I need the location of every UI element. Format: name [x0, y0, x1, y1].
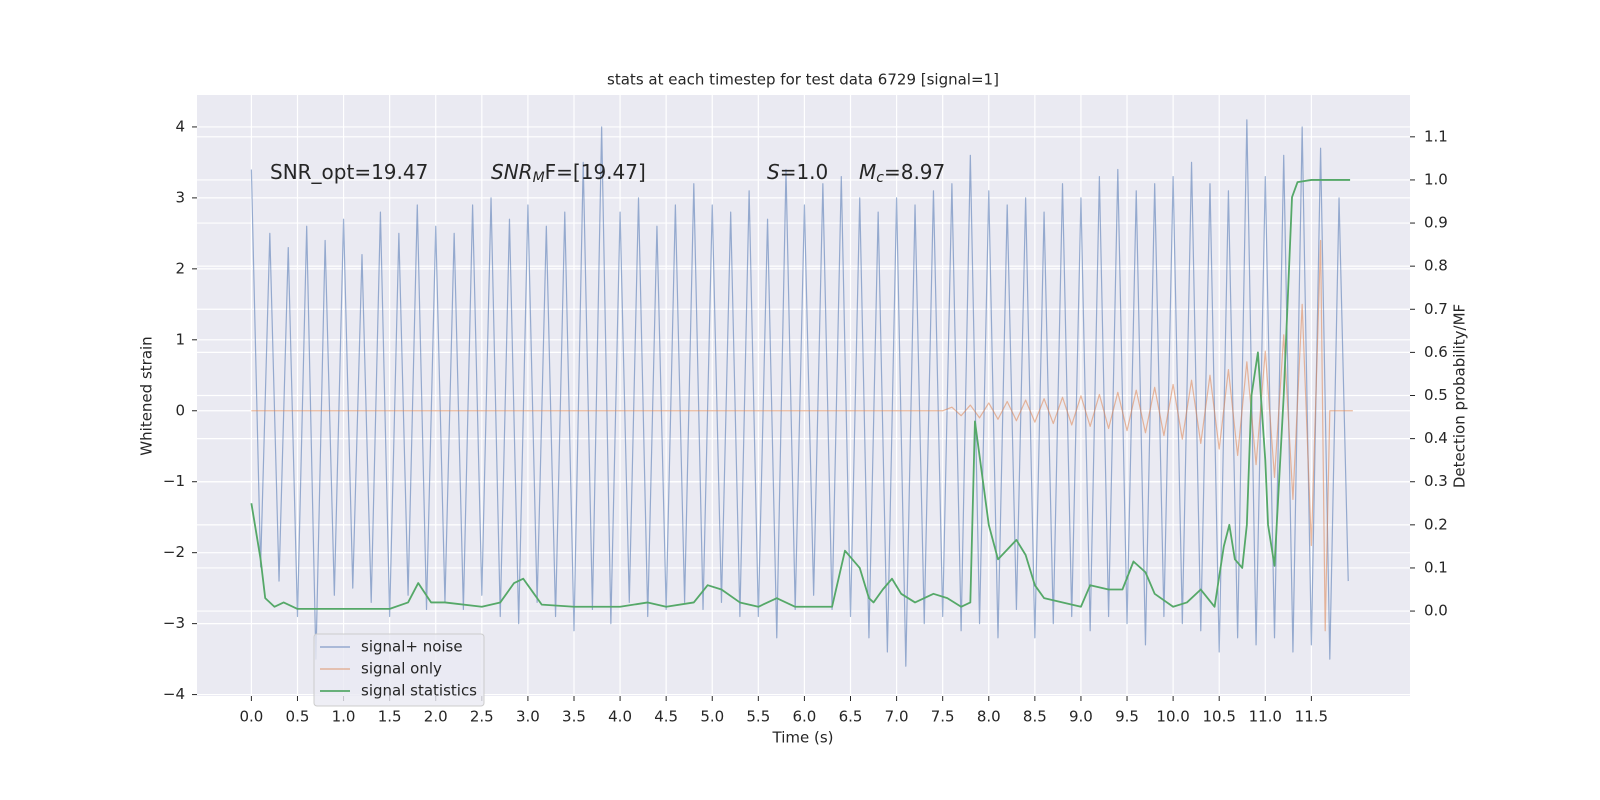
legend-label: signal only	[361, 660, 442, 678]
y2-tick-label: 0.5	[1424, 386, 1448, 404]
series-line	[250, 179, 1351, 610]
annotation-tail: F=[19.47]	[545, 160, 646, 184]
x-tick-label: 0.5	[286, 708, 310, 726]
y-tick-label: 1	[175, 330, 185, 348]
x-tick-label: 1.5	[378, 708, 402, 726]
x-tick-label: 8.5	[1023, 708, 1047, 726]
annotation: SNRMF=[19.47]	[491, 160, 646, 187]
y-tick-label: −1	[163, 472, 185, 490]
y-tick-label: 0	[175, 401, 185, 419]
legend: signal+ noise signal only signal statistic…	[313, 633, 485, 707]
y-tick-label: 4	[175, 117, 185, 135]
x-tick-label: 3.0	[516, 708, 540, 726]
x-tick-label: 8.0	[977, 708, 1001, 726]
x-tick-label: 7.0	[885, 708, 909, 726]
y2-tick-label: 0.2	[1424, 515, 1448, 533]
annotation-text: S	[767, 160, 780, 184]
y-axis-label: Whitened strain	[138, 336, 156, 455]
x-tick-label: 1.0	[332, 708, 356, 726]
x-tick-label: 5.0	[700, 708, 724, 726]
y2-tick-label: 1.0	[1424, 170, 1448, 188]
x-tick-label: 11.0	[1249, 708, 1282, 726]
y2-tick-label: 0.1	[1424, 558, 1448, 576]
y2-tick-label: 0.9	[1424, 214, 1448, 232]
y-tick-label: −4	[163, 685, 185, 703]
x-tick-label: 5.5	[746, 708, 770, 726]
x-tick-label: 10.0	[1156, 708, 1189, 726]
annotation-tail: =8.97	[884, 160, 945, 184]
y2-tick-label: 0.6	[1424, 343, 1448, 361]
x-tick-label: 6.5	[839, 708, 863, 726]
series-line	[251, 239, 1353, 632]
x-tick-label: 4.5	[654, 708, 678, 726]
annotation-sub: M	[533, 170, 545, 186]
annotation-tail: =1.0	[780, 160, 829, 184]
legend-label: signal statistics	[361, 682, 477, 700]
y-tick-label: −2	[163, 543, 185, 561]
annotation-text: SNR_opt=19.47	[270, 160, 428, 184]
x-axis-label: Time (s)	[772, 729, 834, 747]
y2-tick-label: 0.0	[1424, 602, 1448, 620]
annotation-sub: c	[876, 170, 884, 186]
x-tick-label: 2.5	[470, 708, 494, 726]
x-tick-label: 11.5	[1295, 708, 1328, 726]
y2-tick-label: 0.3	[1424, 472, 1448, 490]
x-tick-label: 7.5	[931, 708, 955, 726]
x-tick-label: 4.0	[608, 708, 632, 726]
y2-tick-label: 0.4	[1424, 429, 1448, 447]
x-tick-label: 10.5	[1202, 708, 1235, 726]
chart-title: stats at each timestep for test data 672…	[607, 71, 999, 89]
y2-tick-label: 0.7	[1424, 300, 1448, 318]
y-tick-label: 2	[175, 259, 185, 277]
x-tick-label: 3.5	[562, 708, 586, 726]
x-tick-label: 9.5	[1115, 708, 1139, 726]
y2-tick-label: 0.8	[1424, 257, 1448, 275]
y-tick-label: 3	[175, 188, 185, 206]
annotation: SNR_opt=19.47	[270, 160, 428, 184]
series-line	[250, 119, 1349, 667]
x-tick-label: 2.0	[424, 708, 448, 726]
annotation: Mc=8.97	[859, 160, 945, 187]
annotation-text: M	[859, 160, 876, 184]
annotation: S=1.0	[767, 160, 828, 184]
y-tick-label: −3	[163, 614, 185, 632]
y2-axis-label: Detection probability/MF	[1451, 304, 1469, 488]
x-tick-label: 6.0	[792, 708, 816, 726]
marks: SNR_opt=19.47 SNRMF=[19.47] S=1.0 Mc=8.97	[250, 119, 1353, 667]
axes: 0.0 0.5 1.0 1.5 2.0 2.5 3.0 3.5 4.0 4.5 5.0 5.5 6.0 6…	[163, 117, 1448, 725]
legend-box	[313, 633, 485, 707]
y2-tick-label: 1.1	[1424, 127, 1448, 145]
x-tick-label: 9.0	[1069, 708, 1093, 726]
legend-label: signal+ noise	[361, 638, 463, 656]
annotation-text: SNR	[491, 160, 533, 184]
x-tick-label: 0.0	[239, 708, 263, 726]
